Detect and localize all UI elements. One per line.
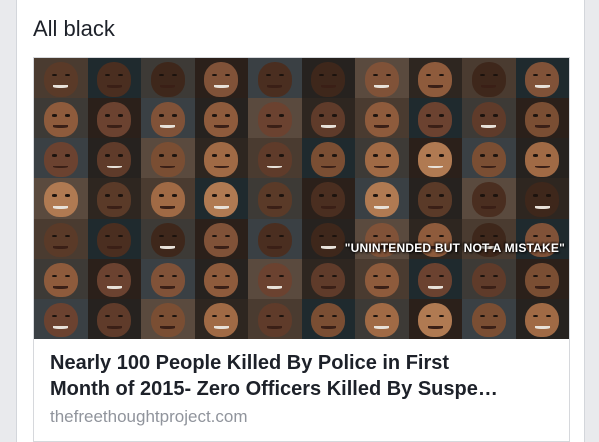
face-photo [355, 298, 409, 339]
face-photo [87, 58, 141, 99]
face-photo [194, 58, 248, 99]
news-feed-post: All black "UNINTENDED BUT NOT A MISTAKE"… [16, 0, 585, 442]
link-title[interactable]: Nearly 100 People Killed By Police in Fi… [50, 350, 555, 402]
face-photo [141, 138, 195, 179]
face-photo [515, 98, 569, 139]
face-photo [515, 58, 569, 99]
face-photo [515, 178, 569, 219]
face-photo [408, 58, 462, 99]
face-photo [248, 58, 302, 99]
post-message: All black [33, 16, 115, 41]
face-photo [462, 218, 516, 259]
face-photo [301, 218, 355, 259]
face-photo [248, 178, 302, 219]
face-photo [408, 258, 462, 299]
face-photo [462, 298, 516, 339]
face-photo [355, 138, 409, 179]
link-title-line-2: Month of 2015- Zero Officers Killed By S… [50, 378, 498, 400]
face-photo [141, 298, 195, 339]
face-photo [87, 138, 141, 179]
face-photo [87, 298, 141, 339]
face-photo [141, 58, 195, 99]
face-photo [248, 258, 302, 299]
face-photo [248, 218, 302, 259]
face-photo [141, 178, 195, 219]
face-photo [515, 258, 569, 299]
face-photo [408, 138, 462, 179]
face-photo [87, 98, 141, 139]
face-photo [194, 138, 248, 179]
face-photo [248, 298, 302, 339]
face-photo [194, 258, 248, 299]
face-photo [194, 178, 248, 219]
image-caption-text: "UNINTENDED BUT NOT A MISTAKE" [344, 241, 565, 255]
face-photo [355, 98, 409, 139]
face-photo [301, 298, 355, 339]
face-photo [141, 258, 195, 299]
face-photo [301, 58, 355, 99]
face-photo [515, 298, 569, 339]
face-photo [141, 218, 195, 259]
face-photo [34, 178, 88, 219]
face-photo [408, 98, 462, 139]
link-domain: thefreethoughtproject.com [50, 407, 248, 426]
face-photo [408, 218, 462, 259]
face-photo [515, 138, 569, 179]
face-photo [87, 218, 141, 259]
face-photo [355, 58, 409, 99]
face-photo [194, 218, 248, 259]
link-title-line-1: Nearly 100 People Killed By Police in Fi… [50, 352, 450, 374]
face-photo [34, 258, 88, 299]
face-photo [34, 58, 88, 99]
face-photo [408, 178, 462, 219]
face-photo [34, 138, 88, 179]
face-photo [301, 178, 355, 219]
face-photo [462, 178, 516, 219]
face-photo [141, 98, 195, 139]
face-photo [248, 98, 302, 139]
face-photo [34, 98, 88, 139]
face-photo [194, 98, 248, 139]
face-photo [355, 258, 409, 299]
face-photo [462, 58, 516, 99]
face-photo [408, 298, 462, 339]
face-photo [87, 178, 141, 219]
face-photo [248, 138, 302, 179]
face-photo [462, 258, 516, 299]
face-photo [34, 298, 88, 339]
face-photo [355, 178, 409, 219]
face-photo [462, 98, 516, 139]
link-preview-card[interactable]: "UNINTENDED BUT NOT A MISTAKE" Nearly 10… [33, 57, 570, 442]
face-photo [301, 138, 355, 179]
face-photo [87, 258, 141, 299]
face-photo [301, 258, 355, 299]
face-photo [194, 298, 248, 339]
face-collage [34, 58, 569, 339]
link-preview-image[interactable]: "UNINTENDED BUT NOT A MISTAKE" [34, 58, 569, 339]
face-photo [355, 218, 409, 259]
face-photo [34, 218, 88, 259]
face-photo [301, 98, 355, 139]
face-photo [462, 138, 516, 179]
face-photo [515, 218, 569, 259]
